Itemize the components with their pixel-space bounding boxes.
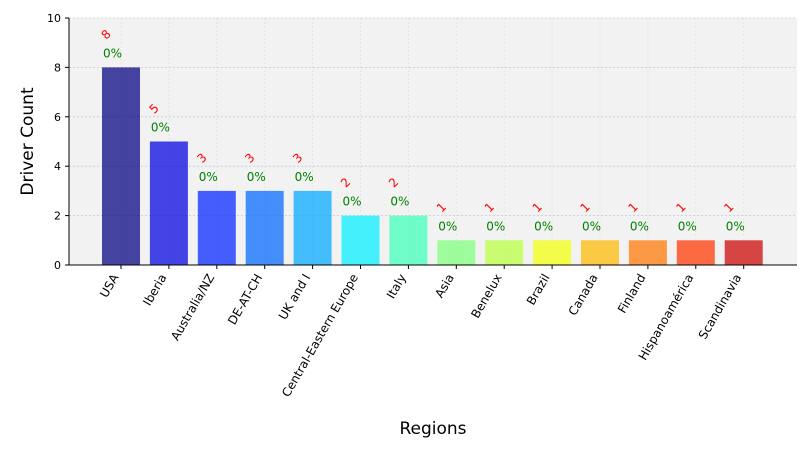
x-tick-label: UK and I — [276, 272, 313, 323]
percent-label: 0% — [151, 121, 170, 135]
y-tick-label: 0 — [54, 259, 61, 272]
bar — [676, 240, 715, 265]
percent-label: 0% — [582, 219, 601, 233]
bar — [581, 240, 619, 265]
bar — [724, 240, 763, 265]
y-tick-label: 4 — [54, 160, 61, 173]
y-tick-label: 6 — [54, 111, 61, 124]
x-tick-label: Canada — [566, 272, 601, 319]
bar — [102, 67, 140, 266]
percent-label: 0% — [438, 219, 457, 233]
y-tick-label: 8 — [54, 61, 61, 74]
bar — [628, 240, 667, 265]
percent-label: 0% — [726, 219, 745, 233]
x-tick-label: Scandinavia — [696, 272, 745, 342]
x-tick-label: Italy — [384, 272, 409, 302]
x-tick-label: Asia — [432, 272, 457, 301]
percent-label: 0% — [103, 46, 122, 60]
percent-label: 0% — [343, 195, 362, 209]
x-tick-label: Iberia — [140, 272, 169, 309]
percent-label: 0% — [295, 170, 314, 184]
bar — [437, 240, 476, 265]
percent-label: 0% — [390, 195, 409, 209]
x-tick-label: Hispanoamérica — [636, 272, 697, 363]
percent-label: 0% — [678, 219, 697, 233]
x-tick-label: Australia/NZ — [168, 272, 217, 343]
x-tick-label: Finland — [615, 272, 649, 316]
bar — [341, 215, 380, 265]
x-tick-label: Benelux — [468, 272, 504, 321]
y-tick-label: 2 — [54, 210, 61, 223]
percent-label: 0% — [630, 219, 649, 233]
plot-area — [69, 18, 797, 265]
percent-label: 0% — [534, 219, 553, 233]
bar — [245, 190, 284, 265]
bar — [389, 215, 428, 265]
x-axis-label: Regions — [399, 419, 466, 439]
x-tick-label: DE-AT-CH — [225, 272, 265, 328]
percent-label: 0% — [486, 219, 505, 233]
percent-label: 0% — [199, 170, 218, 184]
y-axis-label: Driver Count — [18, 87, 38, 196]
x-tick-label: USA — [97, 271, 122, 300]
bar — [293, 190, 332, 265]
bars — [102, 67, 763, 266]
y-tick-label: 10 — [47, 12, 61, 25]
bar — [533, 240, 572, 265]
bar — [485, 240, 524, 265]
x-tick-label: Brazil — [524, 272, 553, 308]
percent-label: 0% — [247, 170, 266, 184]
bar — [197, 190, 236, 265]
bar — [149, 141, 188, 265]
